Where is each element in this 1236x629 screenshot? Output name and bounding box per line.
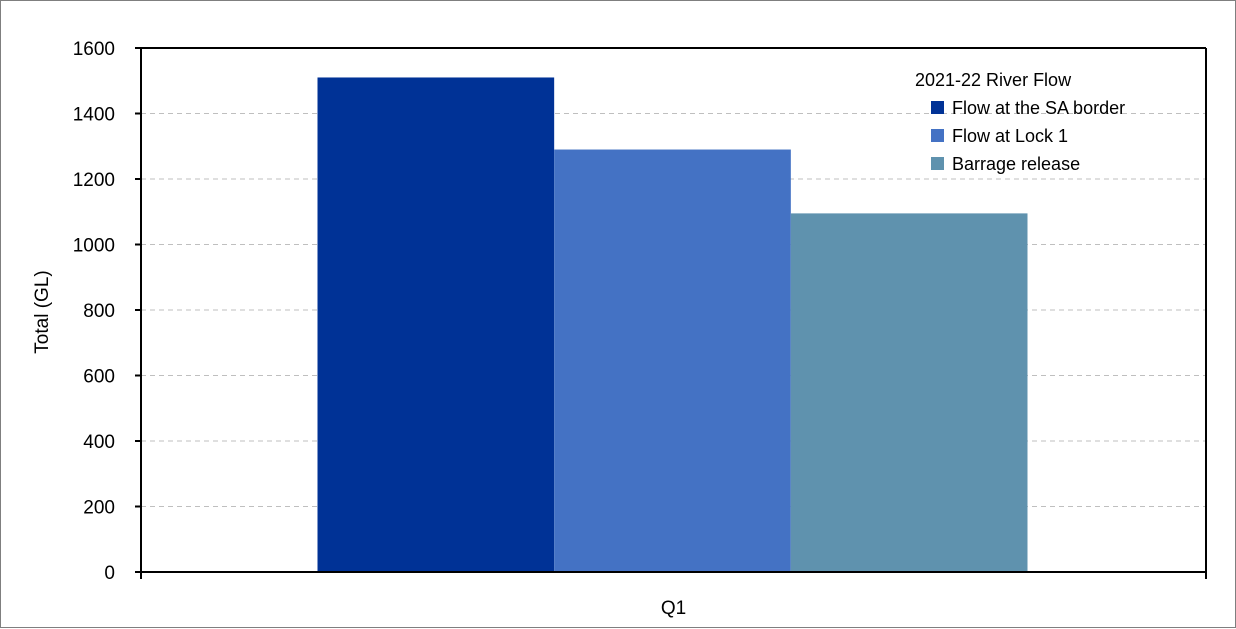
legend: 2021-22 River Flow Flow at the SA border…	[915, 70, 1125, 174]
y-tick-label: 1200	[73, 170, 115, 191]
legend-title: 2021-22 River Flow	[915, 70, 1072, 90]
legend-swatch	[931, 101, 944, 114]
y-tick-label: 600	[83, 367, 115, 388]
x-tick-label: Q1	[661, 598, 686, 619]
axes	[135, 47, 1207, 579]
x-tick-labels: Q1	[661, 598, 686, 619]
legend-item-label: Flow at the SA border	[952, 98, 1125, 118]
legend-swatch	[931, 129, 944, 142]
bars	[317, 77, 1028, 572]
legend-items: Flow at the SA border Flow at Lock 1 Barra…	[931, 98, 1125, 174]
bar-flow-at-the-sa-border	[317, 77, 555, 572]
legend-item-label: Flow at Lock 1	[952, 126, 1068, 146]
y-tick-label: 0	[104, 563, 115, 584]
bar-flow-at-lock-1	[554, 149, 791, 572]
y-tick-label: 200	[83, 498, 115, 519]
y-tick-label: 1000	[73, 236, 115, 257]
y-tick-labels: 0 200 400 600 800 1000 1200 1400 1600	[73, 39, 115, 584]
bar-barrage-release	[790, 213, 1028, 572]
y-tick-label: 800	[83, 301, 115, 322]
legend-swatch	[931, 157, 944, 170]
legend-item-label: Barrage release	[952, 154, 1080, 174]
y-tick-label: 1600	[73, 39, 115, 60]
y-tick-label: 400	[83, 432, 115, 453]
y-axis-title: Total (GL)	[32, 270, 53, 353]
y-tick-label: 1400	[73, 105, 115, 126]
